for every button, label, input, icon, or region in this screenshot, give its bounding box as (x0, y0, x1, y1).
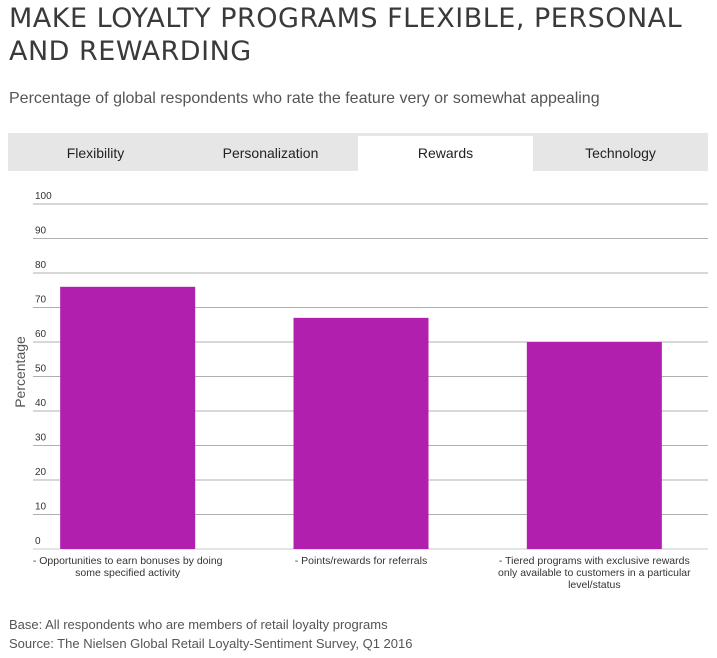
footer-base: Base: All respondents who are members of… (9, 617, 388, 632)
y-tick-label: 90 (35, 226, 47, 237)
y-tick-label: 70 (35, 295, 47, 306)
y-tick-label: 20 (35, 467, 47, 478)
tab-personalization[interactable]: Personalization (222, 145, 319, 161)
y-tick-label: 30 (35, 433, 47, 444)
y-tick-label: 60 (35, 329, 47, 340)
category-tabs: Flexibility Personalization Rewards Tech… (8, 133, 708, 171)
bar (60, 286, 196, 549)
x-category-label: - Tiered programs with exclusive rewards… (498, 555, 691, 591)
y-tick-label: 0 (35, 536, 41, 547)
tab-technology[interactable]: Technology (585, 145, 656, 161)
chart-area: 0 10 20 30 40 50 60 70 80 90 100 Percentage - Opport… (0, 171, 717, 611)
chart-title: MAKE LOYALTY PROGRAMS FLEXIBLE, PERSONAL… (9, 3, 683, 67)
bar-chart: 0 10 20 30 40 50 60 70 80 90 100 Percentage - Opport… (12, 191, 708, 591)
bar (526, 342, 662, 549)
bar (293, 317, 429, 549)
y-tick-label: 10 (35, 502, 47, 513)
y-axis-title: Percentage (12, 336, 28, 408)
x-category-label: - Points/rewards for referrals (295, 555, 427, 567)
tab-rewards[interactable]: Rewards (358, 136, 533, 171)
x-category-label: - Opportunities to earn bonuses by doing… (33, 555, 223, 579)
chart-subtitle: Percentage of global respondents who rat… (9, 90, 600, 107)
y-tick-label: 80 (35, 260, 47, 271)
y-tick-label: 50 (35, 364, 47, 375)
footer-source: Source: The Nielsen Global Retail Loyalt… (9, 636, 413, 651)
y-tick-label: 40 (35, 398, 47, 409)
tab-flexibility[interactable]: Flexibility (66, 145, 125, 161)
y-tick-label: 100 (35, 191, 52, 202)
